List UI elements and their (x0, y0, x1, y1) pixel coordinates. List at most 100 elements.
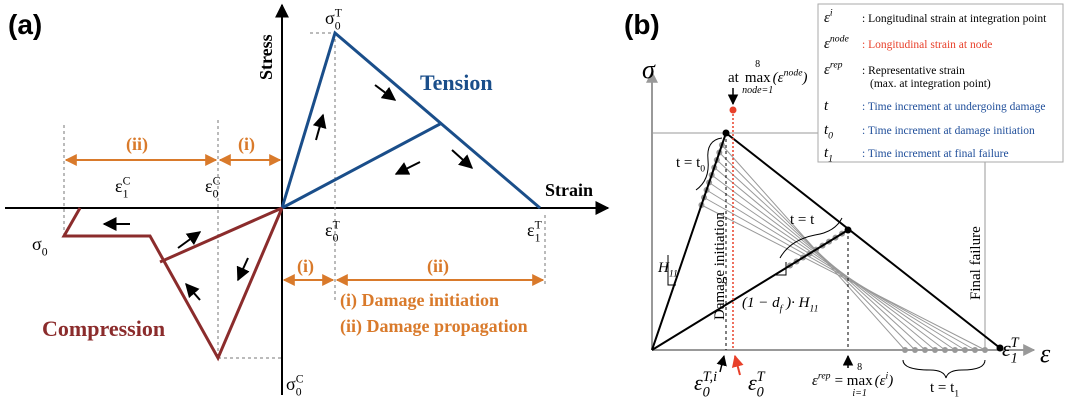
label: Compression (42, 316, 165, 341)
label-part: ε (748, 370, 757, 395)
label-part: t = t (676, 155, 701, 171)
label: i=1 (852, 388, 867, 399)
label-part: T,i (703, 369, 717, 385)
dot (912, 347, 918, 353)
label-part: 0 (828, 131, 833, 142)
label-part: f (780, 304, 784, 315)
unload-line (701, 204, 986, 351)
label-part: 0 (42, 245, 48, 258)
math-label: t1 (824, 145, 833, 165)
label: : Longitudinal strain at integration poi… (862, 13, 1047, 25)
unload-line (708, 182, 956, 351)
math-label: ε0T (748, 369, 766, 401)
label-part: 1 (123, 187, 129, 200)
label-part: ε (812, 373, 818, 389)
math-label: (εi) (875, 371, 894, 389)
label-part: rep (830, 60, 843, 71)
label-part: ) (887, 373, 893, 389)
label-part: ε (824, 36, 830, 52)
label-part: T (757, 369, 766, 385)
label-part: 0 (296, 385, 302, 398)
math-label: ε0C (205, 174, 221, 200)
label-part: t = t (790, 212, 815, 228)
label-part: node (830, 34, 850, 45)
dot (932, 347, 938, 353)
label: max (745, 70, 771, 86)
label-part: ε (824, 62, 830, 78)
label-part: 0 (757, 385, 764, 401)
label-part: 1 (535, 231, 541, 244)
math-label: t = t0 (676, 155, 705, 175)
label-part: t = t (930, 380, 955, 396)
math-label: ε1C (115, 174, 131, 200)
label: (i) (238, 134, 255, 155)
label-part: ε (824, 10, 830, 26)
label: Tension (420, 70, 493, 95)
label-part: ε (205, 176, 213, 196)
label-part: 0 (213, 187, 219, 200)
label-part: C (123, 174, 131, 187)
math-label: εnode (824, 34, 850, 52)
label: ε (1040, 339, 1051, 368)
label: 8 (755, 59, 760, 70)
math-label: t (824, 98, 829, 114)
label: : Longitudinal strain at node (862, 39, 992, 51)
label-part: ε (325, 220, 333, 240)
label: Stress (256, 34, 276, 80)
label: σ (642, 55, 656, 84)
label: at (728, 70, 740, 86)
math-label: ε1T (1002, 335, 1020, 367)
label-part: ε (1002, 336, 1011, 361)
label-part: t (824, 145, 829, 161)
math-label: ε0T,i (694, 369, 717, 401)
label-part: i (830, 8, 833, 19)
dot (962, 347, 968, 353)
label-part: (ε (875, 373, 886, 389)
dot (952, 347, 958, 353)
label-part: rep (818, 371, 831, 382)
math-label: ε1T (527, 218, 542, 244)
label-part: ε (527, 220, 535, 240)
unload-line (703, 197, 976, 351)
label-part: σ (32, 234, 42, 254)
label: (b) (624, 9, 660, 40)
unload-line (711, 174, 946, 351)
dot (982, 347, 988, 353)
label-part: C (296, 372, 304, 385)
panel-a-lines (5, 3, 610, 395)
label: node=1 (742, 85, 773, 96)
label: Damage initiation (712, 212, 728, 320)
label-part: T (535, 218, 542, 231)
label-part: σ (286, 374, 296, 394)
label-part: T (335, 6, 342, 19)
label-part: 11 (669, 269, 678, 280)
label: (a) (8, 9, 42, 40)
dot (942, 347, 948, 353)
unload-line (713, 167, 936, 351)
label-part: 0 (333, 231, 339, 244)
label-part: 0 (335, 19, 341, 32)
label-part: C (213, 174, 221, 187)
label: : Time increment at damage initiation (862, 125, 1035, 137)
label: (ii) (427, 256, 449, 277)
label: : Time increment at final failure (862, 148, 1009, 160)
label-part: t (824, 98, 829, 114)
label-part: H (657, 260, 670, 276)
dot (902, 347, 908, 353)
dot (922, 347, 928, 353)
label-part: 1 (954, 389, 959, 400)
label-part: T (333, 218, 340, 231)
label: Strain (545, 180, 593, 200)
math-label: σ0C (286, 372, 304, 398)
label-part: ε (694, 370, 703, 395)
math-label: σ0T (325, 6, 342, 32)
label-part: T (1011, 335, 1020, 351)
label-part: σ (325, 8, 335, 28)
panel-b-lines (646, 3, 1064, 379)
math-label: εrep (824, 60, 843, 78)
math-label: H11 (657, 260, 678, 280)
math-label: t = t (790, 212, 815, 228)
math-label: ε0T (325, 218, 340, 244)
